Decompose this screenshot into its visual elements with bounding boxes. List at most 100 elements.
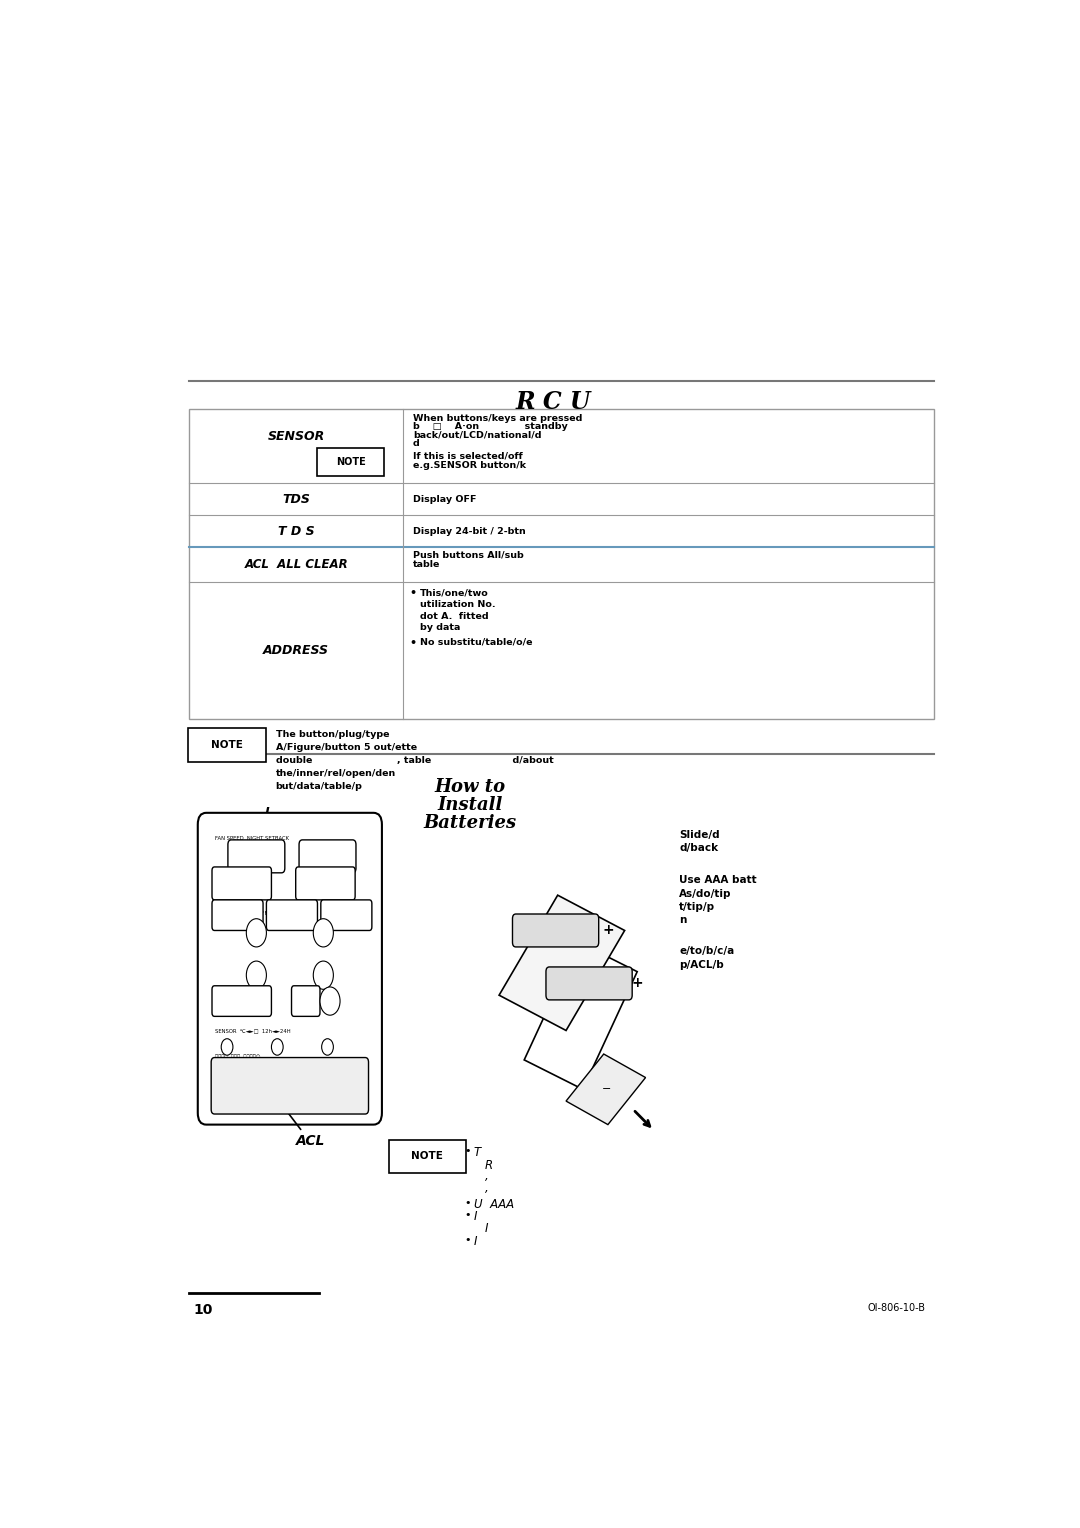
FancyBboxPatch shape [212, 900, 264, 931]
Text: NOTE: NOTE [211, 740, 243, 750]
Text: n: n [679, 915, 687, 924]
Text: •: • [464, 1198, 471, 1207]
Text: •: • [409, 588, 417, 597]
Text: SENSOR: SENSOR [268, 431, 325, 443]
Text: utilization No.: utilization No. [420, 601, 496, 608]
FancyBboxPatch shape [228, 840, 285, 872]
FancyBboxPatch shape [318, 448, 383, 477]
Text: −: − [586, 976, 596, 990]
Text: R C U: R C U [516, 391, 591, 414]
Circle shape [322, 1039, 334, 1056]
Text: T: T [474, 1146, 481, 1158]
Text: b    □    A·on              standby: b □ A·on standby [413, 422, 568, 431]
Text: SENSOR  ℃◄►□  12h◄►24H: SENSOR ℃◄►□ 12h◄►24H [215, 1028, 291, 1033]
Text: e.g.SENSOR button/k: e.g.SENSOR button/k [413, 461, 526, 471]
Text: ▼: ▼ [254, 931, 258, 935]
Text: t/tip/p: t/tip/p [679, 902, 715, 912]
Circle shape [246, 961, 267, 989]
Text: I: I [474, 1235, 477, 1248]
Text: Slide/d: Slide/d [679, 830, 719, 840]
Text: A/Figure/button 5 out/ette: A/Figure/button 5 out/ette [275, 744, 417, 752]
Text: TDS: TDS [282, 492, 310, 506]
Text: ACL: ACL [296, 1134, 325, 1148]
Circle shape [271, 1039, 283, 1056]
FancyBboxPatch shape [212, 1057, 368, 1114]
Text: ▲: ▲ [321, 973, 325, 978]
FancyBboxPatch shape [299, 840, 356, 872]
FancyBboxPatch shape [546, 967, 632, 999]
Circle shape [313, 918, 334, 947]
Text: Use AAA batt: Use AAA batt [679, 876, 757, 885]
Text: p/ACL/b: p/ACL/b [679, 960, 724, 970]
Circle shape [246, 918, 267, 947]
FancyBboxPatch shape [212, 866, 271, 900]
Text: 10: 10 [193, 1303, 213, 1317]
Text: back/out/LCD/national/d: back/out/LCD/national/d [413, 431, 541, 440]
Text: CLOCK: CLOCK [313, 1001, 334, 1005]
Text: −: − [523, 924, 534, 937]
FancyBboxPatch shape [292, 986, 320, 1016]
Text: ▲: ▲ [254, 973, 258, 978]
Text: When buttons/keys are pressed: When buttons/keys are pressed [413, 414, 582, 423]
Text: e/to/b/c/a: e/to/b/c/a [679, 946, 734, 957]
Bar [189, 410, 934, 718]
Text: •: • [464, 1146, 471, 1155]
Text: the/inner/rel/open/den: the/inner/rel/open/den [275, 769, 396, 778]
Text: No substitu/table/o/e: No substitu/table/o/e [420, 637, 532, 646]
Text: •: • [464, 1235, 471, 1245]
Polygon shape [499, 895, 624, 1030]
Text: OI-806-10-B: OI-806-10-B [868, 1303, 926, 1314]
FancyBboxPatch shape [513, 914, 598, 947]
Text: As/do/tip: As/do/tip [679, 889, 731, 900]
FancyBboxPatch shape [267, 900, 318, 931]
Text: +: + [632, 976, 643, 990]
Circle shape [221, 1039, 233, 1056]
Text: FAN SPEED  NIGHT SETBACK: FAN SPEED NIGHT SETBACK [215, 836, 288, 842]
FancyBboxPatch shape [321, 900, 372, 931]
Text: This/one/two: This/one/two [420, 588, 488, 597]
Text: U  AAA: U AAA [474, 1198, 514, 1210]
Text: I: I [485, 1222, 488, 1235]
Text: Push buttons All/sub: Push buttons All/sub [413, 550, 524, 559]
Text: by data: by data [420, 623, 460, 633]
Text: ADDRESS: ADDRESS [264, 643, 329, 657]
Text: T D S: T D S [278, 524, 314, 538]
Text: but/data/table/p: but/data/table/p [275, 782, 363, 792]
Text: d: d [413, 439, 420, 448]
Text: How to
Install
Batteries: How to Install Batteries [423, 778, 516, 831]
FancyBboxPatch shape [212, 986, 271, 1016]
Polygon shape [566, 1054, 646, 1125]
FancyBboxPatch shape [296, 866, 355, 900]
Text: Display OFF: Display OFF [413, 495, 476, 504]
FancyBboxPatch shape [198, 813, 382, 1125]
Text: −: − [602, 1085, 611, 1094]
Text: I: I [265, 805, 269, 819]
Circle shape [320, 987, 340, 1015]
Text: If this is selected/off: If this is selected/off [413, 452, 523, 460]
Text: d/back: d/back [679, 843, 718, 854]
Text: •: • [409, 637, 417, 648]
Text: ONⓨ  TIMER  OFFⓨ: ONⓨ TIMER OFFⓨ [215, 911, 271, 915]
FancyBboxPatch shape [389, 1140, 465, 1174]
Text: double                          , table                         d/about: double , table d/about [275, 756, 553, 766]
Text: ▼: ▼ [321, 931, 325, 935]
Text: アドレス  アイル  リセット○: アドレス アイル リセット○ [215, 1054, 260, 1059]
Text: I: I [474, 1210, 477, 1224]
Text: •: • [464, 1210, 471, 1221]
Text: NOTE: NOTE [336, 457, 365, 468]
Text: CANCEL: CANCEL [227, 996, 253, 1001]
Circle shape [313, 961, 334, 989]
Text: +: + [602, 923, 613, 938]
Text: Display 24-bit / 2-btn: Display 24-bit / 2-btn [413, 527, 526, 535]
Text: FLAP: FLAP [232, 879, 247, 883]
Text: R: R [485, 1158, 492, 1172]
FancyBboxPatch shape [188, 729, 267, 762]
Polygon shape [524, 943, 637, 1089]
Text: ,: , [485, 1183, 488, 1195]
Text: The button/plug/type: The button/plug/type [275, 730, 389, 740]
Text: table: table [413, 559, 441, 568]
Text: ,: , [485, 1170, 488, 1184]
Text: NOTE: NOTE [411, 1152, 443, 1161]
Text: dot A.  fitted: dot A. fitted [420, 611, 488, 620]
Text: ACL  ALL CLEAR: ACL ALL CLEAR [244, 558, 348, 571]
